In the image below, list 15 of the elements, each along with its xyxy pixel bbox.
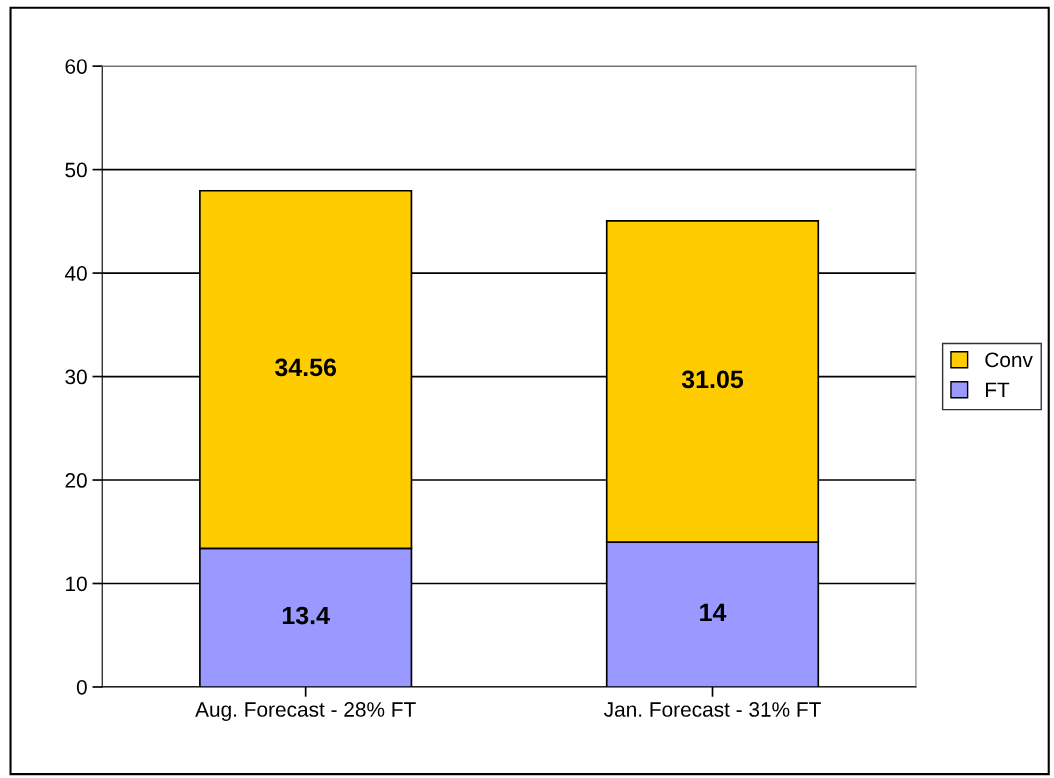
y-tick-label: 0 xyxy=(76,679,87,695)
y-tick-label: 40 xyxy=(64,266,87,281)
legend-label: FT xyxy=(985,382,1010,397)
data-label: 14 xyxy=(700,603,727,622)
y-tick-label: 20 xyxy=(65,473,87,488)
y-tick-label: 10 xyxy=(66,576,87,592)
data-label: 34.56 xyxy=(274,358,337,377)
data-label: 13.4 xyxy=(282,606,330,625)
x-tick-label: Aug. Forecast - 28% FT xyxy=(195,702,416,721)
y-tick-label: 50 xyxy=(65,162,87,178)
y-tick-label: 30 xyxy=(65,369,87,385)
x-tick-label: Jan. Forecast - 31% FT xyxy=(604,702,821,717)
legend-label: Conv xyxy=(985,352,1033,368)
data-label: 31.05 xyxy=(681,370,744,389)
y-tick-label: 60 xyxy=(65,59,87,74)
